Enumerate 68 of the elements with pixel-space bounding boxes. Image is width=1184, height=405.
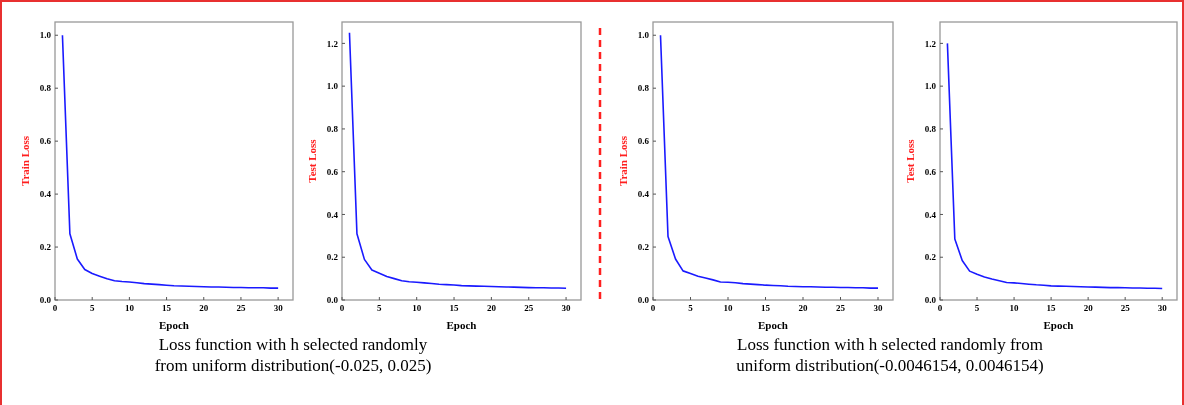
x-tick-label: 10: [412, 303, 422, 313]
y-tick-label: 1.2: [326, 38, 339, 49]
y-axis-title: Train Loss: [617, 135, 629, 187]
x-tick-label: 15: [449, 303, 460, 313]
y-tick-label: 0.8: [924, 124, 937, 135]
x-tick-label: 15: [1046, 303, 1057, 313]
y-tick-label: 0.0: [39, 295, 52, 306]
x-tick-label: 20: [199, 303, 209, 313]
y-tick-label: 0.8: [326, 124, 339, 135]
x-tick-label: 5: [974, 303, 980, 313]
x-axis-title: Epoch: [446, 319, 477, 331]
y-tick-label: 0.0: [326, 295, 339, 306]
y-tick-label: 0.4: [924, 209, 937, 220]
x-tick-label: 5: [89, 303, 95, 313]
x-tick-label: 25: [236, 303, 246, 313]
x-tick-label: 0: [339, 303, 345, 313]
line-series: [61, 34, 279, 289]
y-tick-label: 0.6: [637, 136, 650, 147]
y-tick-label: 0.6: [39, 136, 52, 147]
x-tick-label: 0: [937, 303, 943, 313]
x-tick-label: 20: [798, 303, 808, 313]
y-tick-label: 0.0: [637, 295, 650, 306]
y-tick-label: 0.2: [637, 242, 650, 253]
x-axis-title: Epoch: [758, 319, 788, 331]
x-tick-label: 15: [162, 303, 172, 313]
y-tick-label: 0.2: [39, 242, 52, 253]
x-tick-label: 20: [486, 303, 497, 313]
x-tick-label: 30: [273, 303, 284, 313]
text: Loss function with h selected randomly from uniform distribution(-0.025, 0.025): [154, 335, 432, 375]
x-axis-title: Epoch: [159, 319, 189, 331]
x-tick-label: 5: [377, 303, 383, 313]
y-tick-label: 1.0: [326, 81, 339, 92]
x-tick-label: 20: [1083, 303, 1094, 313]
x-tick-label: 0: [52, 303, 58, 313]
y-tick-label: 1.0: [637, 30, 650, 41]
x-tick-label: 5: [688, 303, 694, 313]
text: Loss function with h selected randomly from uniform distribution(-0.0046154, 0.0046154): [736, 335, 1044, 375]
y-tick-label: 0.4: [637, 189, 650, 200]
y-axis-title: Test Loss: [306, 138, 318, 183]
y-tick-label: 0.8: [637, 83, 650, 94]
line-series: [659, 34, 879, 289]
x-tick-label: 25: [836, 303, 846, 313]
y-tick-label: 0.6: [924, 166, 937, 177]
x-tick-label: 25: [1120, 303, 1131, 313]
y-tick-label: 0.2: [326, 252, 339, 263]
y-tick-label: 0.8: [39, 83, 52, 94]
y-axis-title: Train Loss: [19, 135, 31, 187]
x-tick-label: 10: [1009, 303, 1020, 313]
y-tick-label: 0.0: [924, 295, 937, 306]
x-axis-title: Epoch: [1043, 319, 1074, 331]
y-tick-label: 1.2: [924, 38, 937, 49]
y-tick-label: 0.4: [39, 189, 52, 200]
line-series: [946, 42, 1163, 290]
x-tick-label: 30: [561, 303, 572, 313]
y-tick-label: 0.6: [326, 166, 339, 177]
y-tick-label: 0.4: [326, 209, 339, 220]
x-tick-label: 25: [524, 303, 534, 313]
y-tick-label: 0.2: [924, 252, 937, 263]
x-tick-label: 30: [873, 303, 883, 313]
y-axis-title: Test Loss: [904, 138, 916, 183]
x-tick-label: 10: [124, 303, 135, 313]
x-tick-label: 15: [761, 303, 771, 313]
y-tick-label: 1.0: [924, 81, 937, 92]
line-series: [348, 31, 567, 290]
x-tick-label: 30: [1157, 303, 1168, 313]
x-tick-label: 0: [650, 303, 656, 313]
y-tick-label: 1.0: [39, 30, 52, 41]
x-tick-label: 10: [723, 303, 733, 313]
